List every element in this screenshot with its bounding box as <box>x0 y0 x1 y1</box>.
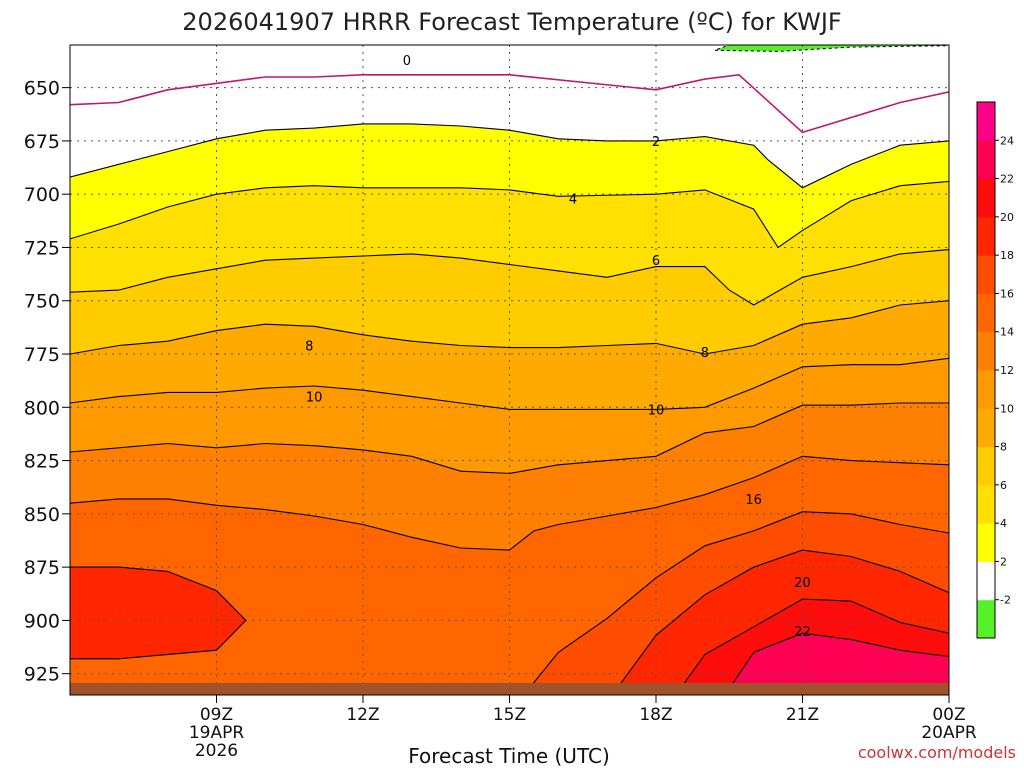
y-tick-label-700: 700 <box>24 184 60 206</box>
isotherm-6-3 <box>70 249 949 306</box>
isotherm-lines <box>70 73 949 683</box>
y-tick-label-825: 825 <box>24 451 60 473</box>
isotherm-label-6: 6 <box>652 254 660 269</box>
isotherm-18-10 <box>620 549 949 683</box>
y-tick-label-650: 650 <box>24 78 60 100</box>
colorbar-label-10: 10 <box>1000 402 1014 415</box>
colorbar-label-6: 6 <box>1000 479 1007 492</box>
colorbar-label-12: 12 <box>1000 364 1014 377</box>
colorbar-segment-1 <box>977 561 995 601</box>
isotherm-22-12 <box>732 632 949 683</box>
y-tick-label-775: 775 <box>24 344 60 366</box>
colorbar-label-18: 18 <box>1000 249 1014 262</box>
isotherm-label-10: 10 <box>306 391 323 406</box>
isotherm-0-0 <box>70 73 949 134</box>
colorbar-segment-13 <box>977 102 995 141</box>
colorbar-label-4: 4 <box>1000 517 1007 530</box>
x-tick-label-12Z: 12Z <box>346 705 379 725</box>
isotherm-18-9 <box>70 566 247 660</box>
isotherm-label-2: 2 <box>652 135 660 150</box>
ground-surface <box>70 683 949 695</box>
colorbar-segment-12 <box>977 140 995 180</box>
colorbar-segment-2 <box>977 523 995 562</box>
x-tick-label-00Z: 00Z <box>932 705 965 725</box>
y-tick-label-900: 900 <box>24 610 60 632</box>
colorbar-segment-7 <box>977 331 995 371</box>
band-below-minus-2 <box>607 45 949 52</box>
isotherm-labels: 0 2 4 6 8 8 10 10 16 20 22 <box>305 54 811 640</box>
isotherm-label-10: 10 <box>648 403 665 418</box>
isotherm-10-5 <box>70 357 949 410</box>
y-tick-label-850: 850 <box>24 504 60 526</box>
colorbar-label-16: 16 <box>1000 287 1014 300</box>
isotherm-2-1 <box>70 123 949 189</box>
y-tick-label-725: 725 <box>24 237 60 259</box>
isotherm-14-7 <box>70 455 949 551</box>
isotherm-label-0: 0 <box>403 54 411 69</box>
colorbar-segment-11 <box>977 178 995 218</box>
x-tick-date-20APR: 20APR <box>921 723 977 743</box>
x-tick-label-15Z: 15Z <box>493 705 526 725</box>
colorbar-label-8: 8 <box>1000 441 1007 454</box>
source-credit: coolwx.com/models <box>858 743 1016 762</box>
colorbar-label-14: 14 <box>1000 326 1014 339</box>
isotherm-label-20: 20 <box>794 576 811 591</box>
colorbar-segment-5 <box>977 408 995 448</box>
isotherm-label-8: 8 <box>701 346 709 361</box>
x-tick-label-21Z: 21Z <box>786 705 819 725</box>
colorbar-segment-10 <box>977 216 995 256</box>
colorbar-segment-3 <box>977 484 995 524</box>
pressure-axis: 650 675 700 725 750 775 800 825 850 875 900 925 <box>24 78 70 686</box>
band-above-18-9 <box>70 567 246 659</box>
chart-title: 2026041907 HRRR Forecast Temperature (ºC… <box>182 8 841 36</box>
colorbar-segment-8 <box>977 293 995 333</box>
colorbar-label--2: -2 <box>1000 594 1011 607</box>
y-tick-label-750: 750 <box>24 291 60 313</box>
colorbar-segment-4 <box>977 446 995 486</box>
y-tick-label-925: 925 <box>24 664 60 686</box>
isotherm-16-8 <box>532 511 949 683</box>
colorbar-label-2: 2 <box>1000 555 1007 568</box>
x-axis-title: Forecast Time (UTC) <box>408 744 610 768</box>
y-tick-label-800: 800 <box>24 397 60 419</box>
colorbar-segment-6 <box>977 370 995 409</box>
band-above-22-12 <box>733 633 949 683</box>
colorbar-label-20: 20 <box>1000 211 1014 224</box>
y-tick-label-675: 675 <box>24 131 60 153</box>
isotherm-label-4: 4 <box>569 192 577 207</box>
isotherm-label-16: 16 <box>745 493 762 508</box>
isotherm-label-22: 22 <box>794 625 811 640</box>
y-tick-label-875: 875 <box>24 557 60 579</box>
colorbar-label-22: 22 <box>1000 173 1014 186</box>
x-tick-label-18Z: 18Z <box>639 705 672 725</box>
colorbar-segment-9 <box>977 255 995 294</box>
isotherm-20-11 <box>683 598 949 683</box>
x-tick-date-19APR: 19APR <box>189 723 245 743</box>
colorbar-label-24: 24 <box>1000 134 1014 147</box>
isotherm-4-2 <box>70 180 949 249</box>
x-tick-label-09Z: 09Z <box>200 705 233 725</box>
isotherm-8-4 <box>70 300 949 355</box>
colorbar-segment-0 <box>977 599 995 639</box>
x-tick-year-2026: 2026 <box>195 741 238 761</box>
isotherm-label-8: 8 <box>305 339 313 354</box>
isotherm-12-6 <box>70 402 949 474</box>
